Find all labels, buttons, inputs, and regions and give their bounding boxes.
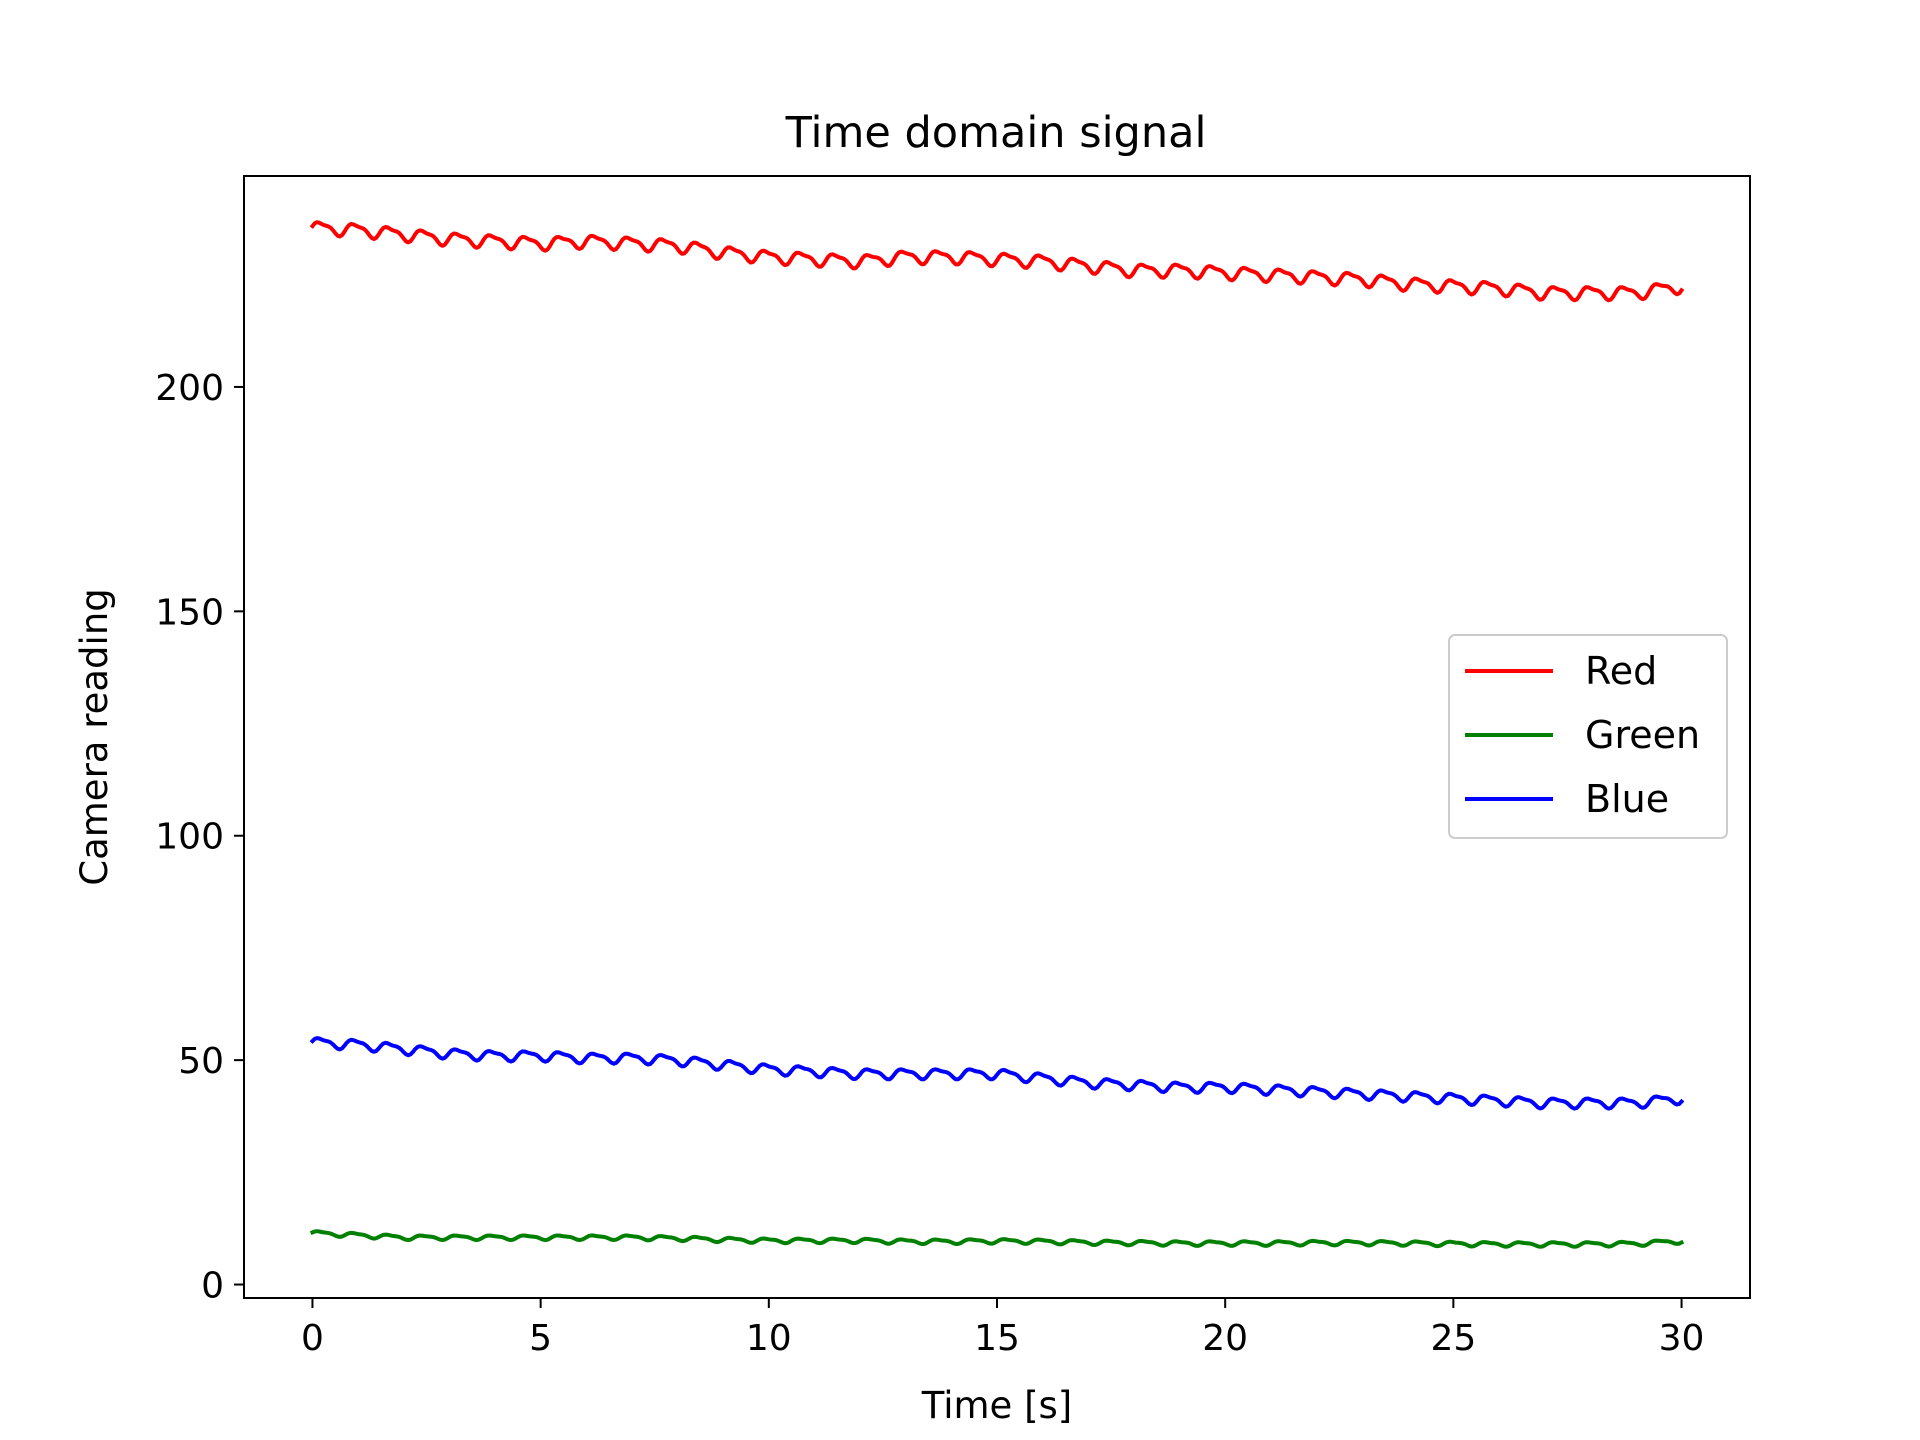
x-tick-label: 0: [301, 1318, 324, 1359]
legend-label-green: Green: [1585, 713, 1700, 757]
y-tick-label: 150: [155, 592, 224, 633]
y-tick-label: 200: [155, 368, 224, 409]
x-tick-label: 30: [1659, 1318, 1705, 1359]
legend-label-red: Red: [1585, 649, 1657, 693]
legend-box: [1448, 634, 1728, 839]
chart-title: Time domain signal: [785, 108, 1207, 158]
x-tick-label: 25: [1430, 1318, 1476, 1359]
y-axis-label: Camera reading: [73, 588, 116, 886]
x-tick-label: 15: [974, 1318, 1020, 1359]
y-tick-label: 50: [178, 1041, 224, 1082]
x-axis-label: Time [s]: [921, 1384, 1072, 1427]
legend-label-blue: Blue: [1585, 777, 1669, 821]
legend: Red Green Blue: [1448, 634, 1728, 839]
plot-area: [309, 220, 1685, 1249]
y-tick-label: 0: [201, 1266, 224, 1307]
x-tick-label: 20: [1202, 1318, 1248, 1359]
series-line-red: [309, 220, 1685, 303]
x-tick-label: 5: [529, 1318, 552, 1359]
x-tick-label: 10: [746, 1318, 792, 1359]
series-line-green: [309, 1229, 1685, 1249]
series-line-blue: [309, 1036, 1685, 1111]
y-tick-label: 100: [155, 817, 224, 858]
axes-frame: [243, 175, 1751, 1299]
axis-ticks: 0 5 10 15 20 25 30 0 50 100 150 200: [155, 368, 1704, 1359]
